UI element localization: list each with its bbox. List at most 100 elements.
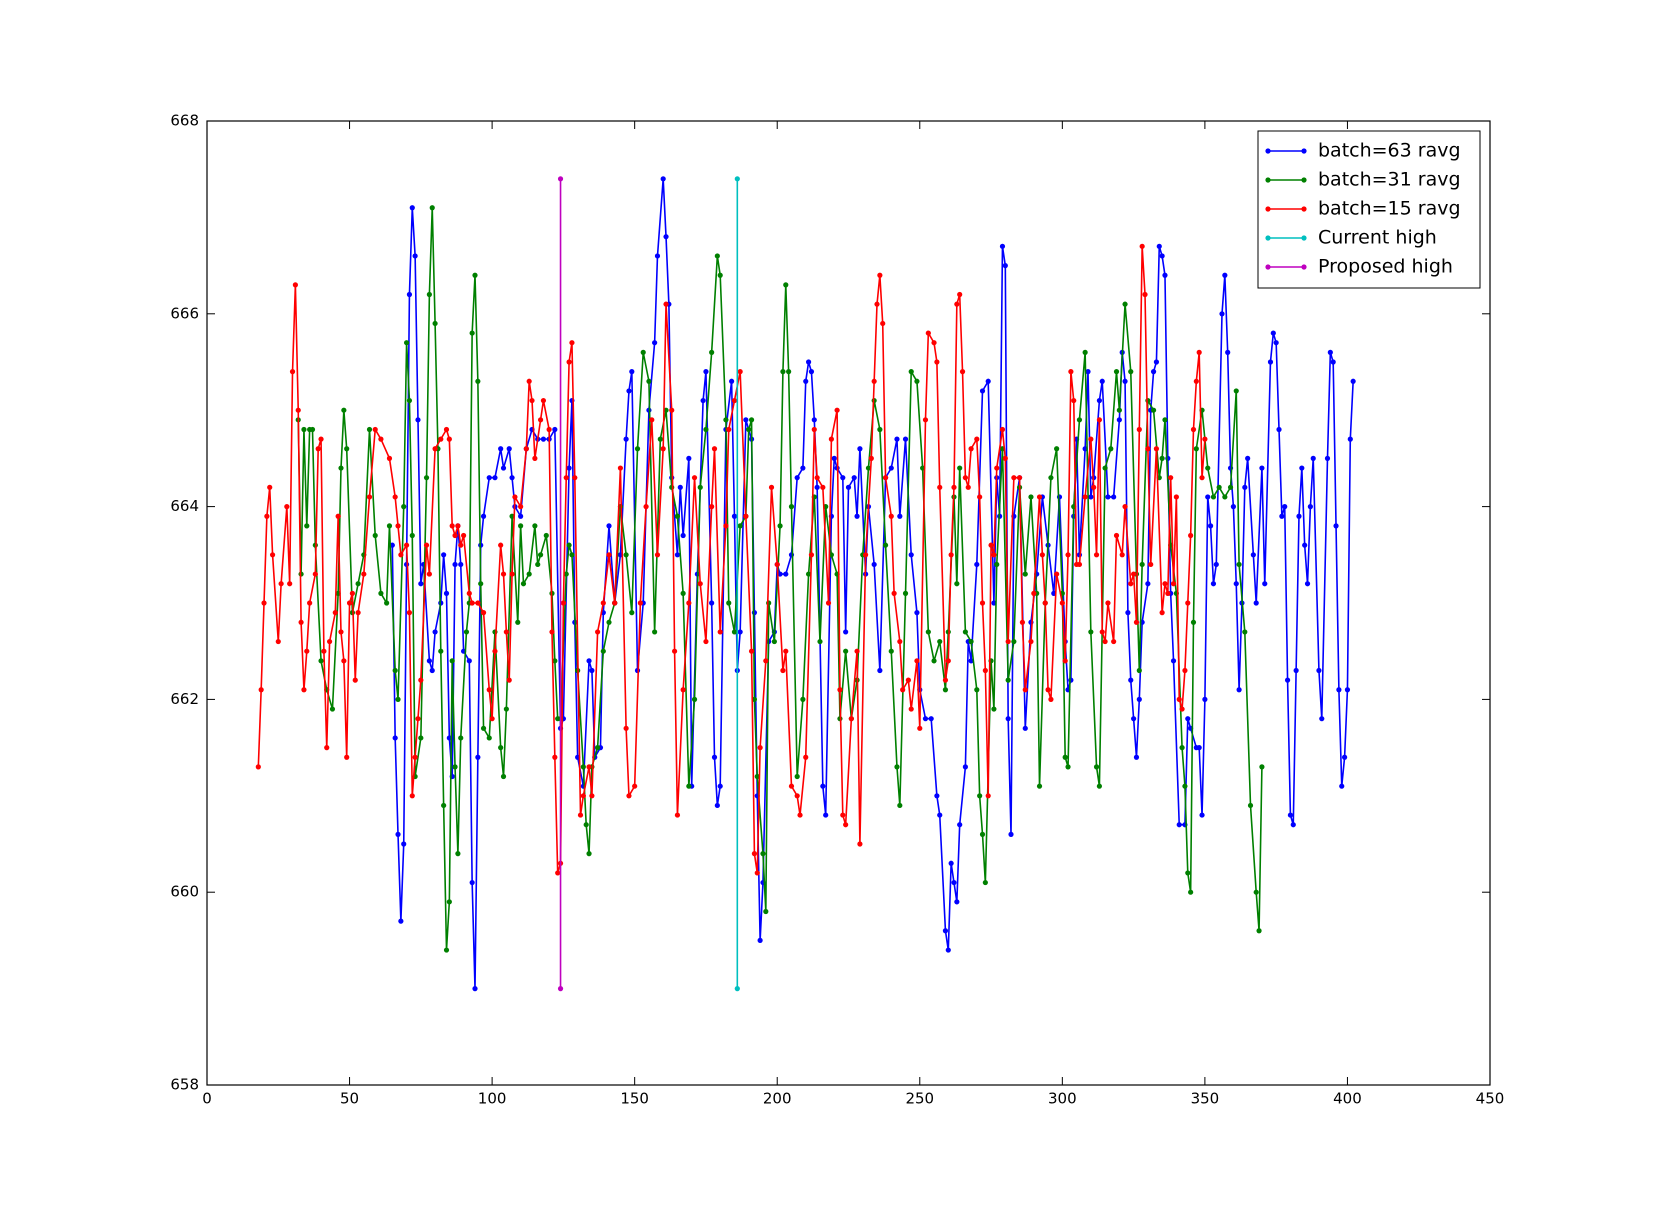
- data-point: [686, 600, 692, 606]
- data-point: [1122, 378, 1128, 384]
- data-point: [623, 436, 629, 442]
- data-point: [432, 320, 438, 327]
- data-point: [922, 417, 929, 423]
- data-point: [1028, 494, 1034, 500]
- data-point: [1142, 291, 1148, 298]
- data-point: [877, 667, 883, 674]
- data-point: [825, 600, 832, 606]
- data-point: [757, 745, 763, 751]
- data-point: [1082, 349, 1088, 355]
- data-point: [914, 378, 920, 384]
- data-point: [794, 475, 800, 481]
- data-point: [803, 378, 809, 384]
- legend-marker: [1301, 206, 1307, 212]
- y-tick-label: 658: [170, 1076, 199, 1094]
- data-point: [441, 552, 447, 558]
- data-point: [951, 879, 957, 886]
- data-point: [1182, 667, 1188, 674]
- data-point: [709, 504, 715, 510]
- data-point: [409, 205, 415, 211]
- data-point: [629, 610, 635, 616]
- data-point: [580, 764, 586, 770]
- data-point: [1096, 783, 1102, 789]
- data-point: [1185, 870, 1191, 876]
- data-point: [994, 465, 1000, 471]
- data-point: [1193, 446, 1199, 452]
- data-point: [258, 687, 264, 693]
- data-point: [723, 523, 729, 529]
- data-point: [1227, 484, 1234, 490]
- data-point: [552, 658, 558, 664]
- data-point: [500, 571, 507, 577]
- data-point: [1333, 523, 1339, 529]
- data-point: [1222, 272, 1228, 278]
- data-point: [652, 340, 658, 346]
- data-point: [774, 561, 780, 568]
- data-point: [1128, 581, 1134, 587]
- data-point: [994, 561, 1000, 568]
- data-point: [891, 590, 897, 596]
- data-point: [928, 716, 934, 722]
- data-point: [472, 986, 478, 992]
- data-point: [1065, 764, 1071, 770]
- data-point: [526, 378, 532, 384]
- data-point: [1236, 687, 1242, 693]
- data-point: [828, 436, 834, 442]
- data-point: [1233, 581, 1239, 587]
- data-point: [612, 600, 618, 606]
- x-tick-label: 100: [478, 1090, 507, 1108]
- data-point: [415, 716, 421, 722]
- data-point: [1105, 494, 1111, 500]
- data-point: [1250, 552, 1256, 558]
- data-point: [760, 851, 766, 857]
- data-point: [1036, 783, 1043, 789]
- data-point: [991, 706, 997, 712]
- legend-marker: [1265, 177, 1271, 183]
- data-point: [378, 590, 384, 596]
- data-point: [632, 783, 638, 789]
- data-point: [458, 735, 464, 741]
- data-point: [937, 638, 943, 645]
- data-point: [888, 513, 894, 519]
- data-point: [415, 417, 421, 423]
- data-point: [555, 870, 561, 876]
- data-point: [820, 783, 826, 789]
- data-point: [443, 426, 450, 433]
- data-point: [902, 590, 909, 596]
- data-point: [951, 484, 957, 490]
- data-point: [954, 899, 960, 905]
- data-point: [654, 253, 661, 259]
- data-point: [794, 793, 800, 799]
- data-point: [709, 349, 715, 355]
- data-point: [318, 436, 324, 442]
- data-point: [532, 523, 538, 529]
- data-point: [1091, 484, 1097, 490]
- data-point: [1247, 802, 1254, 809]
- legend-marker: [1265, 235, 1271, 241]
- data-point: [805, 571, 812, 577]
- x-tick-label: 400: [1333, 1090, 1362, 1108]
- data-point: [863, 552, 869, 558]
- data-point: [1065, 552, 1071, 558]
- data-point: [1179, 745, 1185, 751]
- x-tick-label: 350: [1191, 1090, 1220, 1108]
- data-point: [535, 561, 541, 568]
- data-point: [1019, 619, 1026, 625]
- data-point: [1190, 619, 1197, 625]
- data-point: [503, 629, 509, 635]
- data-point: [372, 426, 378, 433]
- data-point: [914, 610, 920, 616]
- data-point: [843, 822, 849, 828]
- data-point: [1150, 369, 1157, 375]
- y-tick-label: 662: [170, 690, 199, 708]
- data-point: [566, 542, 572, 548]
- data-point: [506, 677, 512, 683]
- data-point: [717, 629, 723, 635]
- data-point: [366, 426, 373, 433]
- y-tick-label: 664: [170, 497, 199, 515]
- data-point: [686, 783, 692, 789]
- data-point: [292, 282, 298, 288]
- data-point: [968, 446, 974, 452]
- data-point: [304, 648, 310, 654]
- data-point: [386, 455, 393, 461]
